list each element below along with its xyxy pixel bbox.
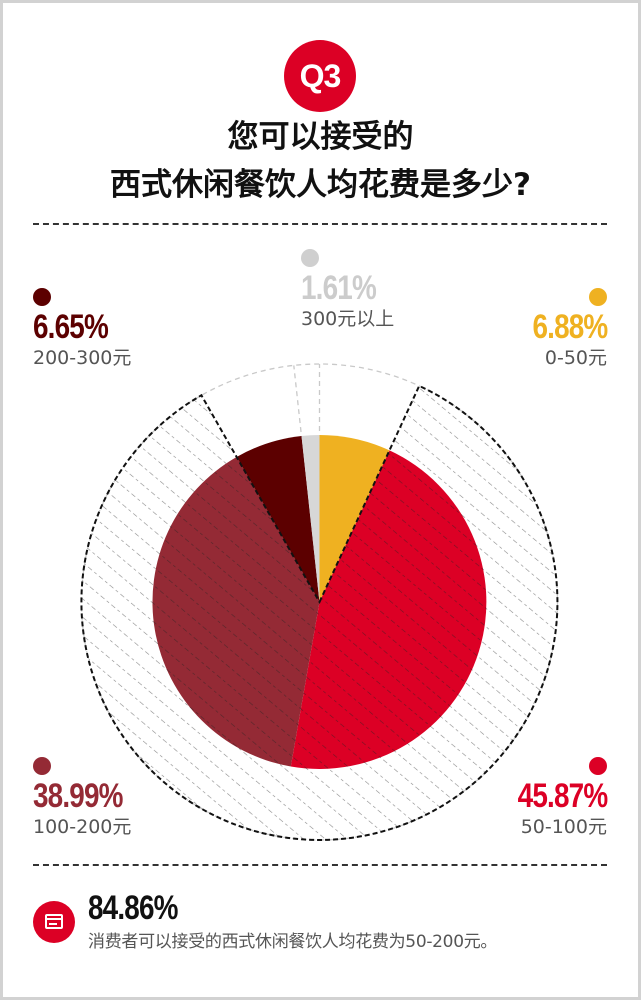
legend-dot-0-50	[589, 288, 607, 306]
legend-pct-50-100: 45.87%	[517, 777, 607, 815]
legend-dot-100-200	[33, 757, 51, 775]
legend-100-200: 38.99% 100-200元	[33, 757, 142, 839]
slice-200-300	[236, 436, 320, 602]
summary-text: 消费者可以接受的西式休闲餐饮人均花费为50-200元。	[88, 932, 498, 952]
legend-range-300-plus: 300元以上	[301, 308, 395, 330]
legend-200-300: 6.65% 200-300元	[33, 288, 131, 370]
legend-dot-300-plus	[301, 249, 319, 267]
legend-pct-100-200: 38.99%	[33, 777, 123, 815]
summary-percentage: 84.86%	[88, 889, 178, 927]
page-title-line-2: 西式休闲餐饮人均花费是多少?	[110, 167, 531, 203]
top-divider	[33, 223, 607, 225]
legend-pct-200-300: 6.65%	[33, 308, 109, 346]
legend-300-plus: 1.61% 300元以上	[301, 249, 394, 331]
legend-range-100-200: 100-200元	[33, 816, 132, 838]
page-title-line-1: 您可以接受的	[227, 119, 414, 155]
highlight-sector-outline	[80, 384, 559, 841]
legend-range-50-100: 50-100元	[520, 816, 607, 838]
legend-pct-300-plus: 1.61%	[301, 269, 377, 307]
question-badge: Q3	[284, 40, 356, 112]
legend-pct-0-50: 6.88%	[532, 308, 608, 346]
legend-0-50: 6.88% 0-50元	[516, 288, 608, 370]
highlight-inner-hatch	[152, 450, 487, 769]
slice-0-50	[319, 435, 390, 602]
legend-dot-50-100	[589, 757, 607, 775]
card-icon	[33, 901, 75, 943]
bottom-divider	[33, 864, 607, 866]
slice-300-plus	[301, 435, 320, 602]
card-glyph	[45, 914, 63, 929]
legend-50-100: 45.87% 50-100元	[498, 757, 608, 839]
legend-range-200-300: 200-300元	[33, 347, 132, 369]
legend-range-0-50: 0-50元	[544, 347, 607, 369]
legend-dot-200-300	[33, 288, 51, 306]
